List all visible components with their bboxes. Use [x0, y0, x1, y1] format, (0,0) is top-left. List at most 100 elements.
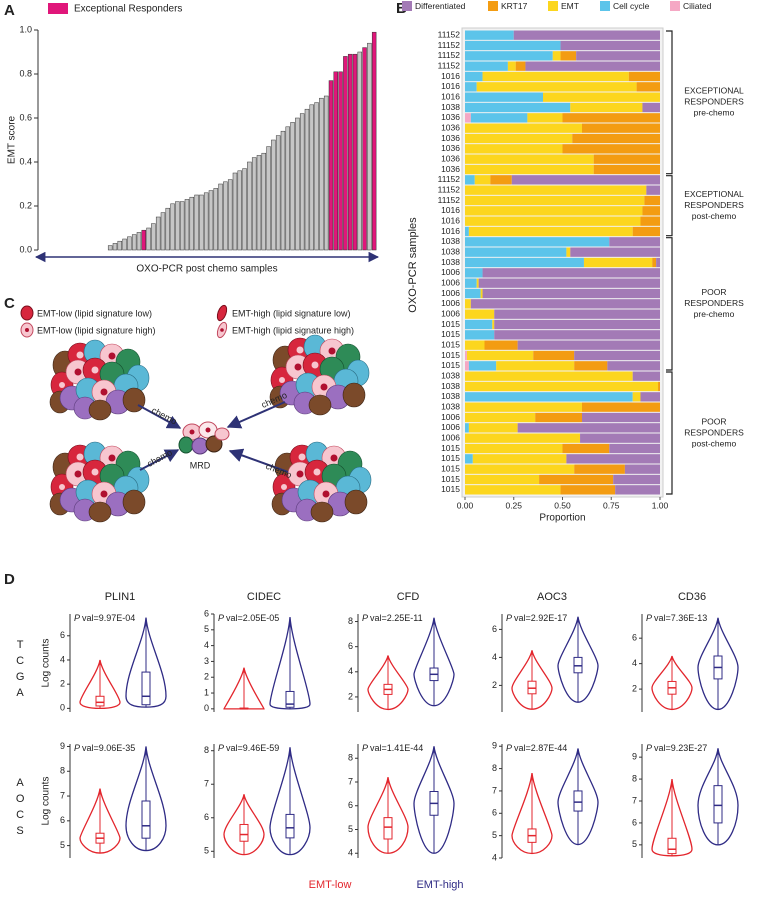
bar	[280, 130, 286, 251]
bar-segment	[562, 443, 610, 454]
bar-segment	[580, 433, 660, 443]
bar	[151, 223, 156, 251]
p-symbol: P	[506, 743, 512, 753]
legend-swatch	[600, 1, 610, 11]
x-tick-label: 0.75	[603, 500, 620, 510]
p-symbol: P	[362, 613, 368, 623]
bar-segment	[607, 361, 660, 371]
p-symbol: P	[646, 743, 652, 753]
y-tick-label: 7	[60, 790, 65, 800]
bar-segment	[574, 361, 608, 371]
bar-segment	[476, 278, 479, 288]
bar-segment	[576, 51, 660, 61]
bar	[295, 117, 300, 251]
box	[667, 837, 677, 855]
bar	[247, 161, 252, 251]
bar-segment	[468, 361, 497, 371]
y-tick-label: 1038	[441, 401, 460, 411]
bracket	[666, 175, 673, 237]
bar-segment	[609, 237, 660, 247]
p-value-text: val=2.25E-11	[370, 613, 423, 623]
bar-segment	[465, 195, 645, 206]
violin	[413, 617, 455, 707]
bar	[275, 135, 281, 251]
bar	[251, 157, 257, 251]
bar-segment	[560, 40, 660, 51]
y-tick-label: 1006	[441, 298, 460, 308]
y-tick-label: 1015	[441, 463, 460, 473]
bar-segment	[562, 144, 660, 154]
bar-segment	[515, 61, 526, 71]
bar-segment	[465, 164, 594, 175]
bar-segment	[494, 319, 660, 330]
x-tick-label: 1.00	[652, 500, 669, 510]
group-label: POOR	[701, 287, 726, 297]
cell-cluster	[271, 441, 372, 523]
panel-label: B	[396, 0, 407, 17]
y-tick-label: 2	[632, 683, 637, 693]
bar-segment	[470, 113, 528, 123]
bar-segment	[465, 61, 508, 71]
y-tick-label: 11152	[438, 174, 461, 184]
y-tick-label: 6	[492, 624, 497, 634]
gene-title: CFD	[397, 591, 420, 603]
y-tick-label: 1015	[441, 360, 460, 370]
y-tick-label: 1006	[441, 422, 460, 432]
bar	[213, 188, 218, 251]
y-tick-label: 7	[348, 776, 353, 786]
y-tick-label: 1016	[441, 226, 460, 236]
bar-segment	[465, 113, 471, 123]
bar-segment	[478, 278, 660, 288]
y-tick-label: 1015	[441, 329, 460, 339]
bar-segment	[466, 350, 534, 361]
y-tick-label: 1016	[441, 205, 460, 215]
bar-segment	[465, 30, 514, 40]
y-tick-label: 1016	[441, 91, 460, 101]
y-tick-label: 1016	[441, 215, 460, 225]
bar-segment	[624, 464, 660, 474]
bar-segment	[527, 113, 563, 123]
y-tick-label: 1.0	[19, 24, 32, 34]
bar	[304, 108, 310, 251]
bar	[208, 190, 214, 251]
bar-segment	[593, 164, 660, 175]
bar-segment	[644, 195, 660, 206]
group-label: POOR	[701, 416, 726, 426]
bar-segment	[494, 330, 660, 340]
y-tick-label: 5	[204, 624, 209, 634]
bar	[314, 102, 319, 251]
bar-segment	[465, 423, 469, 433]
bar	[319, 97, 324, 251]
bar-segment	[465, 474, 540, 485]
y-tick-label: 7	[632, 795, 637, 805]
bar-segment	[525, 61, 660, 71]
bar	[271, 139, 276, 251]
y-tick-label: 6	[204, 812, 209, 822]
y-tick-label: 4	[632, 658, 637, 668]
y-tick-label: 5	[492, 830, 497, 840]
bar-segment	[465, 226, 469, 237]
bar-segment	[465, 361, 469, 371]
group-label: EXCEPTIONAL	[684, 189, 744, 199]
x-axis-label: OXO-PCR post chemo samples	[136, 264, 277, 275]
bar-segment	[562, 113, 660, 123]
box	[383, 817, 393, 840]
y-tick-label: 11152	[438, 40, 461, 50]
gene-title: AOC3	[537, 591, 567, 603]
bar	[136, 232, 142, 251]
p-value-text: val=9.46E-59	[226, 743, 279, 753]
box	[95, 695, 105, 707]
y-tick-label: 8	[60, 766, 65, 776]
cohort-label: AOCS	[14, 777, 26, 841]
gene-title: PLIN1	[105, 591, 136, 603]
bar-segment	[552, 51, 561, 61]
legend-label: EMT-low (lipid signature low)	[37, 308, 152, 318]
violin	[125, 746, 167, 852]
y-tick-label: 4	[492, 652, 497, 662]
bar-segment	[574, 350, 660, 361]
bracket	[666, 30, 673, 175]
group-label: post-chemo	[692, 211, 737, 221]
bar-segment	[465, 247, 567, 257]
y-axis-label: Log counts	[41, 777, 52, 826]
